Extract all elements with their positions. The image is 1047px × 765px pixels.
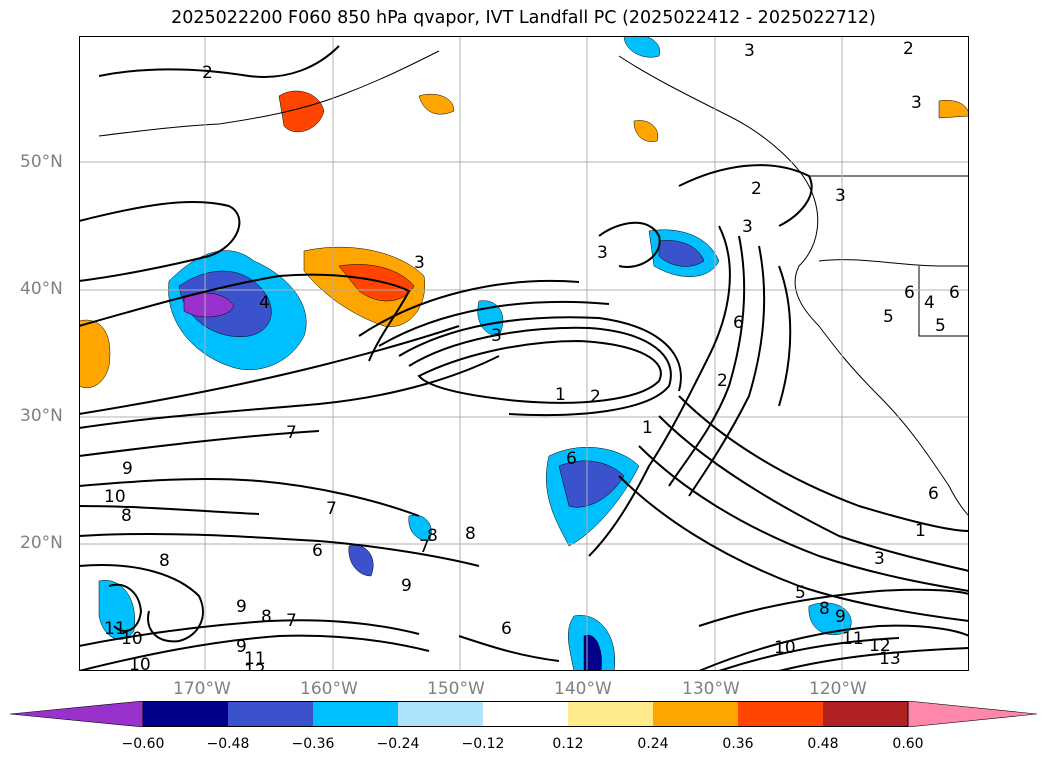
colorbar-tick: 0.24 — [637, 736, 669, 752]
contour-label: 7 — [326, 499, 337, 519]
colorbar-tick: 0.36 — [722, 736, 754, 752]
colorbar-segment — [9, 700, 144, 728]
map-canvas: 2 3 2 3 3 2 3 3 4 3 3 1 2 6 2 1 6 5 4 5 … — [79, 36, 969, 671]
contour-label: 3 — [597, 243, 608, 263]
colorbar-segment — [398, 701, 483, 727]
lat-label-40n: 40°N — [20, 279, 63, 299]
contour-label: 6 — [733, 313, 744, 333]
contour-label: 3 — [742, 217, 753, 237]
contour-labels: 2 3 2 3 3 2 3 3 4 3 3 1 2 6 2 1 6 5 4 5 … — [104, 39, 960, 671]
colorbar-segment — [738, 701, 823, 727]
colorbar-tick: −0.60 — [121, 736, 165, 752]
lat-label-50n: 50°N — [20, 152, 63, 172]
map-panel: 2 3 2 3 3 2 3 3 4 3 3 1 2 6 2 1 6 5 4 5 … — [79, 36, 969, 671]
contour-label: 1 — [642, 418, 653, 438]
colorbar-segment — [907, 700, 1038, 728]
colorbar-tick: −0.48 — [206, 736, 250, 752]
contour-label: 12 — [244, 661, 266, 671]
contour-label: 4 — [259, 293, 270, 313]
contour-label: 3 — [911, 93, 922, 113]
contour-label: 11 — [842, 629, 864, 649]
colorbar-segment — [228, 701, 313, 727]
contour-label: 2 — [202, 63, 213, 83]
contour-label: 8 — [121, 506, 132, 526]
contour-label: 10 — [104, 487, 126, 507]
lon-label-150w: 150°W — [427, 679, 485, 699]
lat-label-30n: 30°N — [20, 406, 63, 426]
contour-label: 7 — [286, 611, 297, 631]
colorbar-tick: −0.12 — [461, 736, 505, 752]
colorbar-segment — [823, 701, 908, 727]
contour-label: 6 — [904, 283, 915, 303]
colorbar-graphic — [9, 700, 1038, 728]
contour-layer — [79, 45, 969, 671]
contour-label: 6 — [312, 541, 323, 561]
contour-label: 2 — [717, 371, 728, 391]
contour-label: 5 — [883, 307, 894, 327]
contour-label: 8 — [465, 524, 476, 544]
contour-label: 4 — [924, 293, 935, 313]
contour-label: 6 — [566, 449, 577, 469]
colorbar-segment — [313, 701, 398, 727]
contour-label: 3 — [835, 186, 846, 206]
colorbar-tick: −0.36 — [291, 736, 335, 752]
colorbar-tick: −0.24 — [376, 736, 420, 752]
contour-label: 10 — [121, 629, 143, 649]
plot-title: 2025022200 F060 850 hPa qvapor, IVT Land… — [171, 8, 876, 28]
colorbar-tick: 0.48 — [807, 736, 839, 752]
shading-layer — [79, 36, 969, 671]
lon-label-120w: 120°W — [809, 679, 867, 699]
contour-label: 8 — [819, 599, 830, 619]
contour-label: 3 — [874, 549, 885, 569]
graticule — [79, 36, 969, 671]
contour-label: 2 — [590, 387, 601, 407]
colorbar-tick: 0.12 — [552, 736, 584, 752]
contour-label: 8 — [427, 526, 438, 546]
colorbar-tick: 0.60 — [892, 736, 924, 752]
lon-label-170w: 170°W — [173, 679, 231, 699]
colorbar — [9, 700, 1038, 728]
contour-label: 2 — [903, 39, 914, 59]
contour-label: 8 — [261, 607, 272, 627]
contour-label: 5 — [935, 316, 946, 336]
contour-label: 9 — [401, 576, 412, 596]
map-frame — [79, 36, 969, 671]
contour-label: 1 — [555, 385, 566, 405]
contour-label: 9 — [835, 607, 846, 627]
contour-label: 3 — [744, 41, 755, 61]
contour-label: 10 — [129, 655, 151, 671]
contour-label: 5 — [795, 583, 806, 603]
contour-label: 3 — [414, 253, 425, 273]
contour-label: 12 — [869, 636, 891, 656]
contour-label: 6 — [501, 619, 512, 639]
lon-label-160w: 160°W — [300, 679, 358, 699]
lon-label-140w: 140°W — [554, 679, 612, 699]
contour-label: 6 — [928, 484, 939, 504]
colorbar-segment — [483, 701, 568, 727]
contour-label: 9 — [122, 459, 133, 479]
contour-label: 2 — [751, 179, 762, 199]
lon-label-130w: 130°W — [682, 679, 740, 699]
contour-label: 6 — [949, 283, 960, 303]
contour-label: 7 — [286, 423, 297, 443]
contour-label: 9 — [236, 597, 247, 617]
contour-label: 8 — [159, 551, 170, 571]
contour-label: 10 — [774, 638, 796, 658]
coastline-layer — [98, 50, 969, 517]
colorbar-segment — [653, 701, 738, 727]
contour-label: 11 — [104, 619, 126, 639]
colorbar-segment — [143, 701, 228, 727]
contour-label: 9 — [236, 637, 247, 657]
contour-label: 7 — [419, 537, 430, 557]
contour-label: 13 — [879, 649, 901, 669]
lat-label-20n: 20°N — [20, 533, 63, 553]
contour-label: 3 — [491, 326, 502, 346]
contour-label: 11 — [244, 649, 266, 669]
colorbar-segment — [568, 701, 653, 727]
contour-label: 1 — [915, 521, 926, 541]
